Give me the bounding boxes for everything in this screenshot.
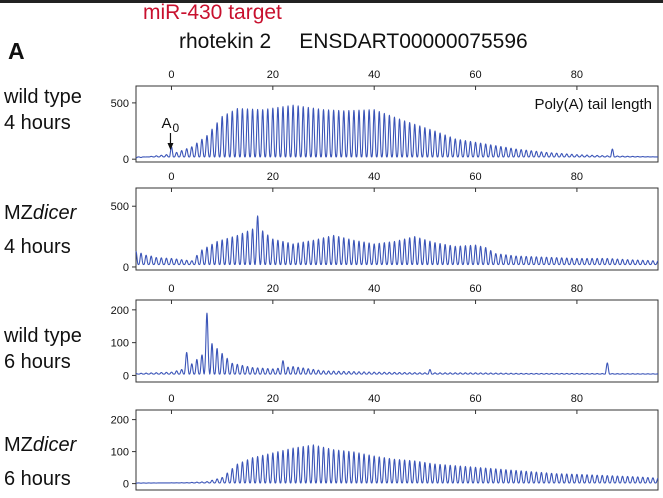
row-label-3-line2: 6 hours: [4, 351, 71, 373]
x-tick-label: 60: [469, 69, 481, 81]
panel-frame: [135, 299, 659, 383]
row-label-4: MZdicer 6 hours: [4, 432, 76, 492]
x-tick-label: 60: [469, 283, 481, 295]
row-label-1-line1: wild type: [4, 86, 82, 108]
row-label-3: wild type 6 hours: [4, 323, 82, 375]
gene-title: rhotekin 2 ENSDART00000075596: [179, 30, 528, 54]
row-label-3-line1: wild type: [4, 325, 82, 347]
a0-marker-subscript: 0: [172, 121, 179, 135]
series-trace: [135, 215, 659, 266]
y-tick-label: 0: [123, 262, 129, 274]
x-tick-label: 40: [368, 393, 380, 405]
y-tick-label: 100: [111, 338, 129, 350]
panel-3: 0 20 40 60 80 0 100 200: [111, 283, 659, 383]
series-trace: [135, 104, 659, 159]
x-tick-label: 60: [469, 171, 481, 183]
panel-frame: [135, 187, 659, 271]
x-tick-label: 60: [469, 393, 481, 405]
y-tick-label: 200: [111, 305, 129, 317]
x-tick-label: 80: [571, 393, 583, 405]
row-label-4-line1: MZdicer: [4, 434, 77, 456]
series-trace: [135, 312, 659, 375]
row-label-1: wild type 4 hours: [4, 84, 82, 136]
row-label-2: MZdicer 4 hours: [4, 200, 76, 260]
x-tick-label: 40: [368, 171, 380, 183]
x-tick-label: 20: [267, 69, 279, 81]
x-tick-label: 20: [267, 171, 279, 183]
x-tick-label: 0: [168, 171, 174, 183]
row-label-1-line2: 4 hours: [4, 112, 71, 134]
series-trace: [135, 444, 659, 484]
panel-frame: [135, 409, 659, 491]
x-tick-label: 0: [168, 283, 174, 295]
y-tick-label: 500: [111, 98, 129, 110]
gene-name: rhotekin 2: [179, 30, 272, 53]
x-tick-label: 40: [368, 69, 380, 81]
y-tick-label: 0: [123, 154, 129, 166]
row-label-2-line2: 4 hours: [4, 236, 71, 258]
y-tick-label: 500: [111, 201, 129, 213]
x-tick-label: 40: [368, 283, 380, 295]
panel-frame: [135, 85, 659, 163]
x-tick-label: 20: [267, 393, 279, 405]
x-tick-label: 0: [168, 69, 174, 81]
row-label-2-line1: MZdicer: [4, 202, 77, 224]
poly-a-annotation: Poly(A) tail length: [534, 96, 652, 113]
y-tick-label: 200: [111, 415, 129, 427]
y-tick-label: 0: [123, 370, 129, 382]
target-title: miR-430 target: [143, 1, 282, 24]
x-tick-label: 80: [571, 171, 583, 183]
transcript-id: ENSDART00000075596: [299, 30, 528, 53]
panel-2: 0 20 40 60 80 0 500: [111, 171, 659, 274]
a0-marker-arrow-head: [167, 143, 174, 150]
x-tick-label: 80: [571, 283, 583, 295]
a0-marker-label: A: [161, 115, 171, 132]
panel-1: 0 20 40 60 80 0 500: [111, 69, 659, 166]
x-tick-label: 20: [267, 283, 279, 295]
x-tick-label: 0: [168, 393, 174, 405]
panel-4: 0 20 40 60 80 0 100 200: [111, 393, 659, 491]
panel-letter: A: [8, 38, 25, 64]
row-label-4-line2: 6 hours: [4, 468, 71, 490]
x-tick-label: 80: [571, 69, 583, 81]
top-rule: [0, 0, 663, 3]
y-tick-label: 0: [123, 479, 129, 491]
y-tick-label: 100: [111, 447, 129, 459]
